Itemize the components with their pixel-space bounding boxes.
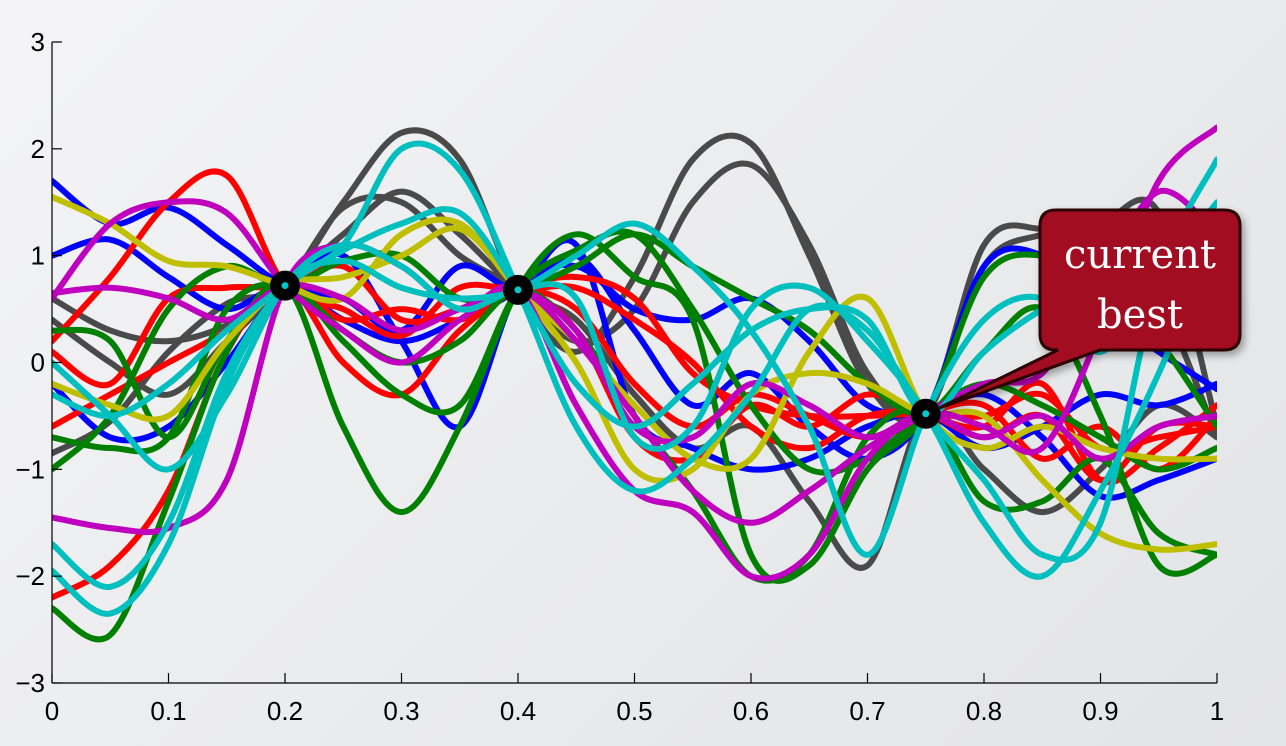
y-tick-label: 3 [31,27,45,57]
x-tick-label: 0.1 [150,696,186,726]
observation-center [922,410,930,418]
series-line-18 [52,187,1217,526]
x-tick-label: 0 [45,696,59,726]
series-line-23 [52,206,1217,430]
y-tick-label: 1 [31,241,45,271]
y-tick-label: 2 [31,134,45,164]
x-tick-label: 0.2 [267,696,303,726]
observation-point-1 [270,270,300,301]
x-tick-label: 0.3 [383,696,419,726]
current-best-callout: current best [939,208,1242,410]
series-line-21 [52,199,1217,617]
series-layer [52,124,1217,643]
observation-center [514,286,522,294]
series-line-10 [52,262,1217,473]
observation-points [270,270,941,429]
series-line-22 [52,231,1217,580]
callout-text-line-2: best [1097,292,1183,338]
x-tick-label: 0.4 [500,696,536,726]
x-tick-label: 0.7 [849,696,885,726]
axes: 0 0.1 0.2 0.3 0.4 0.5 0.6 0.7 0.8 0.9 1 −3 −2 −1 0 1 2 3 [15,27,1224,726]
callout-text-line-1: current [1064,232,1216,278]
y-tick-label: −3 [15,668,45,698]
observation-point-3 [910,398,941,429]
series-line-11 [52,231,1217,643]
callout-bubble [939,208,1242,410]
x-tick-label: 0.9 [1082,696,1118,726]
x-tick-label: 0.6 [733,696,769,726]
y-tick-label: −2 [15,561,45,591]
y-tick-label: 0 [31,348,45,378]
observation-point-2 [503,274,533,305]
y-tick-label: −1 [15,454,45,484]
x-tick-label: 1 [1210,696,1224,726]
x-tick-label: 0.5 [616,696,652,726]
observation-center [281,282,289,290]
x-tick-label: 0.8 [966,696,1002,726]
series-line-4 [52,177,1217,462]
